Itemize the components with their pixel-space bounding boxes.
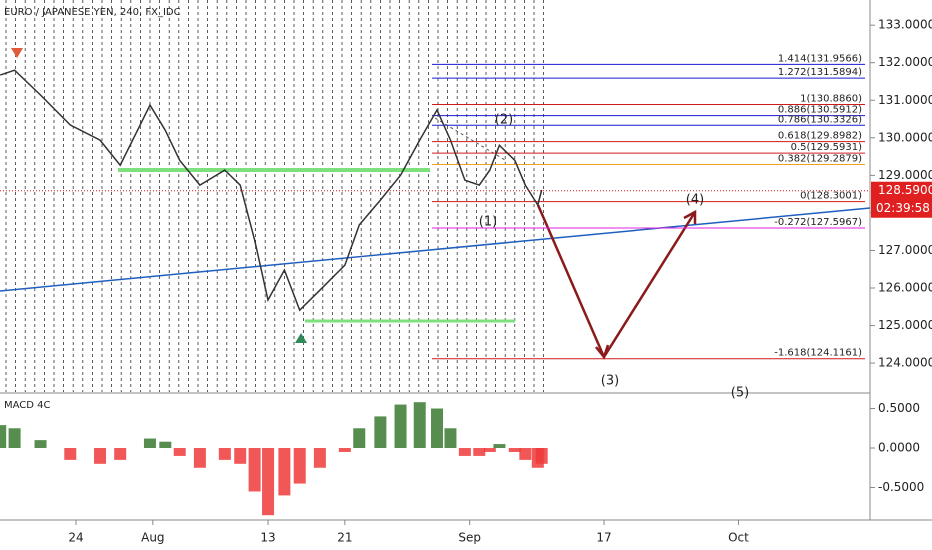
y-tick-label: 126.0000 xyxy=(878,280,932,294)
fib-label: 1(130.8860) xyxy=(800,94,862,105)
x-tick-label: 21 xyxy=(337,531,352,545)
trend-line xyxy=(0,207,871,292)
fib-label: -0.272(127.5967) xyxy=(774,217,862,228)
macd-bar xyxy=(0,425,7,449)
wave-label: (2) xyxy=(495,113,513,128)
wave-label: (5) xyxy=(731,386,749,401)
macd-bar xyxy=(278,448,291,496)
price-line xyxy=(0,69,543,312)
y-tick-label: 0.5000 xyxy=(878,401,920,415)
y-tick-label: 129.0000 xyxy=(878,168,932,182)
y-tick-label: 131.0000 xyxy=(878,93,932,107)
wave-label: (1) xyxy=(479,215,497,230)
last-price-label: 128.5900 xyxy=(878,183,932,197)
y-tick-label: 124.0000 xyxy=(878,356,932,370)
fib-label: 0(128.3001) xyxy=(800,191,862,202)
macd-bar xyxy=(374,416,387,449)
wave-label: (3) xyxy=(601,374,619,389)
x-tick-label: 13 xyxy=(260,531,275,545)
x-tick-label: 17 xyxy=(596,531,611,545)
y-tick-label: 125.0000 xyxy=(878,318,932,332)
macd-bar xyxy=(493,444,506,449)
y-tick-label: 127.0000 xyxy=(878,243,932,257)
macd-bar xyxy=(114,448,127,460)
fib-label: 0.618(129.8982) xyxy=(778,131,862,142)
fib-label: 1.272(131.5894) xyxy=(778,67,862,78)
macd-bar xyxy=(64,448,77,460)
last-price-box xyxy=(871,181,932,218)
fib-label: 0.5(129.5931) xyxy=(791,142,863,153)
arrow-head xyxy=(595,344,610,360)
y-tick-label: -0.5000 xyxy=(878,480,924,494)
macd-bar xyxy=(458,448,471,456)
x-tick-label: Aug xyxy=(141,531,164,545)
macd-bar xyxy=(218,448,231,460)
macd-bar xyxy=(159,441,172,449)
macd-bar xyxy=(519,448,532,460)
macd-bar xyxy=(473,448,486,456)
macd-bar xyxy=(8,428,21,449)
macd-bar xyxy=(143,438,156,449)
countdown: 02:39:58 xyxy=(876,201,930,215)
macd-bar xyxy=(293,448,306,484)
macd-bar xyxy=(338,448,351,452)
fib-label: 0.382(129.2879) xyxy=(778,154,862,165)
macd-bar xyxy=(193,448,206,468)
y-tick-label: 130.0000 xyxy=(878,130,932,144)
chart-title: EURO / JAPANESE YEN, 240, FX_IDC xyxy=(4,7,181,18)
macd-bar xyxy=(94,448,107,464)
y-tick-label: 132.0000 xyxy=(878,55,932,69)
macd-bar xyxy=(394,404,407,449)
fib-label: 0.886(130.5912) xyxy=(778,105,862,116)
macd-bar xyxy=(34,440,47,449)
macd-bar xyxy=(234,448,247,464)
dashed-grid xyxy=(5,0,544,392)
macd-bar xyxy=(262,448,275,516)
arrow-head xyxy=(683,209,697,224)
macd-title: MACD 4C xyxy=(4,400,51,411)
x-tick-label: 24 xyxy=(68,531,83,545)
fib-label: 1.414(131.9566) xyxy=(778,53,862,64)
wave-label: (4) xyxy=(686,193,704,208)
up-marker xyxy=(295,333,307,343)
macd-bar xyxy=(173,448,186,456)
y-tick-label: 0.0000 xyxy=(878,441,920,455)
x-tick-label: Sep xyxy=(458,531,481,545)
macd-bar xyxy=(535,448,548,464)
macd-bar xyxy=(431,408,444,449)
macd-bar xyxy=(313,448,326,468)
macd-bar xyxy=(353,428,366,449)
fib-label: -1.618(124.1161) xyxy=(774,348,862,359)
macd-bar xyxy=(248,448,261,492)
macd-bar xyxy=(444,428,457,449)
y-tick-label: 133.0000 xyxy=(878,18,932,32)
macd-bar xyxy=(483,448,496,452)
x-tick-label: Oct xyxy=(728,531,749,545)
down-marker xyxy=(11,48,23,58)
macd-bar xyxy=(413,402,426,449)
macd-bar xyxy=(508,448,521,452)
fib-label: 0.786(130.3326) xyxy=(778,114,862,125)
